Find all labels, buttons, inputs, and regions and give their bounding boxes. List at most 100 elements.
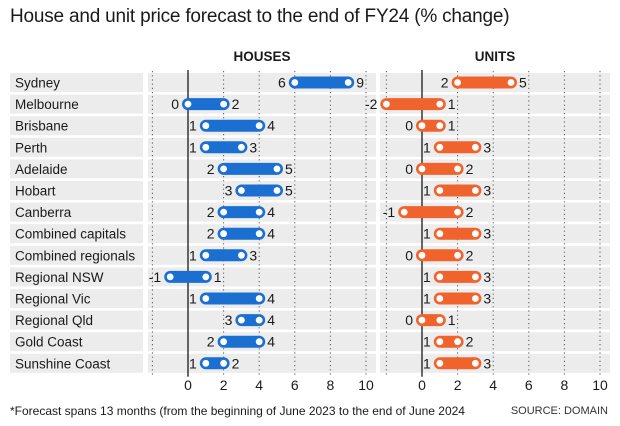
row-label-shade	[10, 289, 143, 308]
range-high-label: 2	[232, 355, 240, 371]
range-bar	[416, 162, 464, 175]
row-label-shade	[10, 245, 143, 265]
range-high-label: 5	[285, 183, 293, 199]
category-label: Sydney	[15, 76, 60, 91]
row-label-shade	[10, 159, 143, 179]
range-high-dot	[436, 122, 444, 130]
row-label-shade	[10, 202, 143, 222]
range-high-label: 4	[267, 226, 275, 242]
range-low-label: 1	[423, 355, 431, 371]
category-label: Sunshine Coast	[15, 356, 111, 371]
x-tick-label: 4	[489, 377, 497, 393]
range-low-label: 0	[405, 312, 413, 328]
range-high-label: 2	[466, 334, 474, 350]
range-low-label: 1	[423, 334, 431, 350]
range-low-dot	[400, 208, 408, 216]
range-bar	[164, 270, 212, 283]
row-label-shade	[10, 224, 143, 244]
range-bar	[217, 206, 266, 219]
source-credit: SOURCE: DOMAIN	[510, 405, 608, 417]
range-high-dot	[472, 230, 479, 238]
range-low-dot	[238, 187, 245, 194]
range-high-dot	[436, 316, 444, 324]
x-tick-label: 8	[561, 377, 569, 393]
row-shading-layer	[10, 73, 610, 373]
range-bar	[199, 119, 266, 132]
range-high-label: 4	[267, 118, 275, 134]
row-panel-shade	[380, 310, 610, 330]
range-low-label: 2	[207, 334, 215, 350]
range-bar	[433, 357, 482, 370]
range-high-label: 2	[466, 204, 474, 220]
range-low-dot	[291, 79, 299, 86]
range-high-dot	[220, 359, 228, 367]
range-bar	[217, 227, 266, 240]
row-label-shade	[10, 267, 143, 287]
x-tick-label: 2	[454, 377, 462, 393]
range-high-dot	[255, 338, 263, 346]
range-high-dot	[472, 143, 479, 151]
category-label: Perth	[15, 140, 47, 155]
row-label-shade	[10, 94, 143, 114]
x-tick-label: 2	[220, 377, 228, 393]
range-bar	[416, 249, 464, 262]
range-high-label: 3	[483, 355, 491, 371]
range-high-label: 2	[232, 96, 240, 112]
range-high-label: 4	[267, 312, 275, 328]
range-low-label: 6	[278, 75, 286, 91]
range-low-dot	[220, 208, 228, 216]
range-high-label: 1	[214, 269, 222, 285]
range-high-dot	[344, 79, 352, 86]
range-low-label: 1	[189, 247, 197, 263]
x-tick-label: 10	[592, 377, 608, 393]
range-low-dot	[202, 359, 210, 367]
range-bar	[235, 184, 283, 197]
x-tick-label: 10	[358, 377, 374, 393]
range-low-label: 0	[405, 247, 413, 263]
category-label: Regional NSW	[15, 270, 104, 285]
range-low-dot	[202, 122, 210, 130]
category-label: Adelaide	[15, 162, 68, 177]
range-high-label: 3	[483, 139, 491, 155]
category-label: Brisbane	[15, 119, 68, 134]
range-high-dot	[454, 208, 461, 216]
range-low-dot	[418, 316, 426, 324]
row-panel-shade	[380, 267, 610, 287]
gridline-layer	[151, 70, 601, 377]
range-low-dot	[383, 100, 390, 108]
range-bar	[380, 98, 446, 111]
range-bar	[217, 162, 283, 175]
row-panel-shade	[148, 353, 376, 373]
range-high-label: 4	[267, 334, 275, 350]
range-low-dot	[220, 338, 228, 346]
range-low-label: -1	[383, 204, 396, 220]
category-label: Combined regionals	[15, 248, 135, 263]
range-low-dot	[436, 230, 444, 238]
range-bar	[182, 98, 230, 111]
category-label: Gold Coast	[15, 335, 83, 350]
range-high-label: 4	[267, 204, 275, 220]
range-high-dot	[472, 359, 479, 367]
range-low-label: 1	[423, 291, 431, 307]
range-low-dot	[184, 100, 192, 108]
range-low-label: 3	[225, 183, 233, 199]
range-low-dot	[166, 273, 174, 281]
range-low-dot	[436, 187, 444, 194]
range-low-label: 1	[189, 118, 197, 134]
range-low-dot	[454, 79, 461, 86]
range-high-dot	[238, 251, 245, 259]
x-tick-label: 6	[525, 377, 533, 393]
range-high-dot	[202, 273, 210, 281]
range-high-label: 3	[483, 226, 491, 242]
x-tick-label: 0	[184, 377, 192, 393]
range-high-label: 1	[448, 118, 456, 134]
range-high-dot	[220, 100, 228, 108]
row-label-shade	[10, 353, 143, 373]
range-bar	[433, 141, 482, 154]
range-bar	[451, 76, 517, 89]
range-low-dot	[418, 251, 426, 259]
range-high-label: 1	[448, 96, 456, 112]
range-bar	[199, 141, 248, 154]
range-low-label: 0	[171, 96, 179, 112]
range-bar	[433, 270, 482, 283]
